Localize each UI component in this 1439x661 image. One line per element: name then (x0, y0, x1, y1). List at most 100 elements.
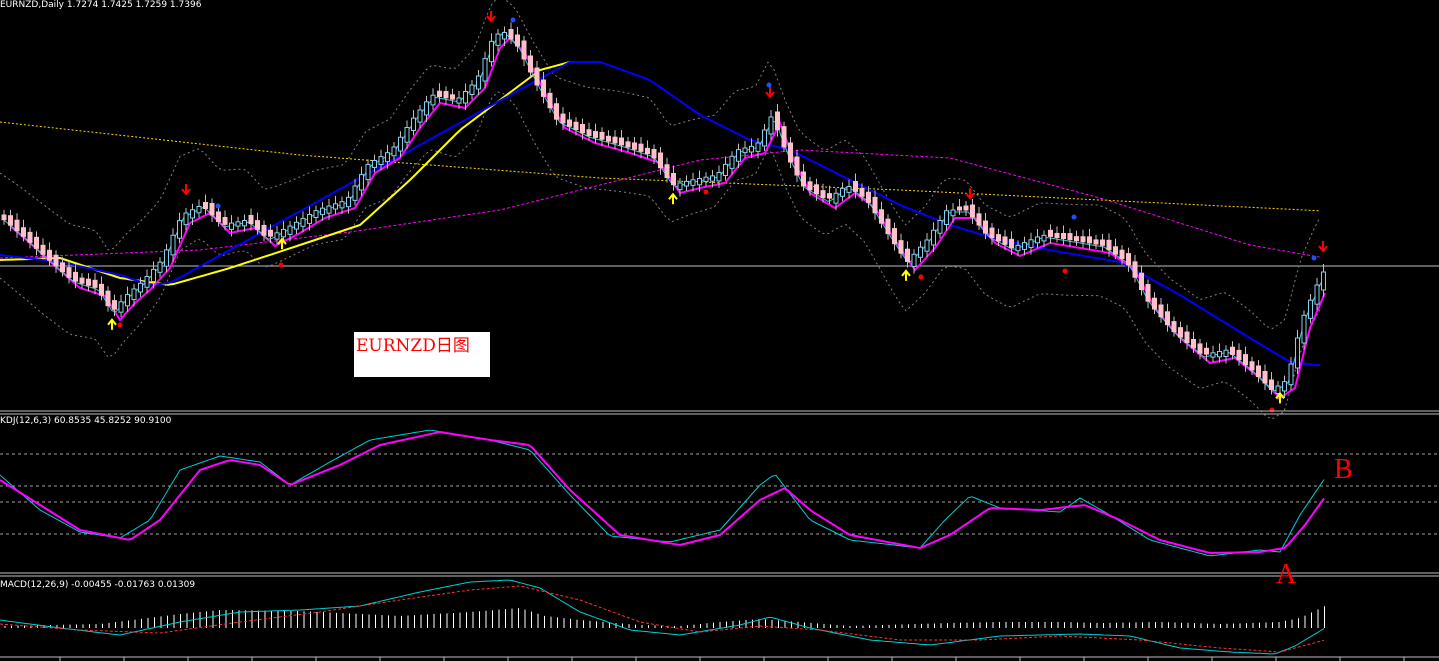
price-panel (0, 0, 1439, 420)
candle-body (625, 141, 631, 148)
candle-body (53, 254, 59, 267)
price-panel-title: EURNZD,Daily 1.7274 1.7425 1.7259 1.7396 (0, 0, 201, 11)
candle-body (359, 174, 364, 191)
candle-body (424, 101, 429, 116)
candle-body (131, 288, 137, 301)
candle-body (21, 227, 26, 237)
buy-arrow (1275, 391, 1285, 404)
candle-body (300, 217, 306, 227)
candle-body (840, 187, 845, 197)
candle-body (950, 209, 956, 217)
candle-body (1048, 229, 1053, 237)
candle-body (456, 97, 462, 104)
candle-body (495, 33, 501, 46)
buy-arrow (107, 318, 117, 330)
buy-arrow (277, 237, 287, 250)
candle-body (326, 205, 332, 214)
candle-body (411, 117, 416, 131)
candle-body (996, 234, 1001, 242)
sell-arrow (181, 184, 191, 196)
signal-dot-red (918, 274, 924, 280)
candle-body (911, 253, 917, 267)
candle-body (781, 126, 787, 148)
candle-body (1132, 261, 1138, 278)
candle-body (924, 239, 930, 252)
candle-body (222, 217, 228, 225)
candle-body (255, 220, 260, 230)
candle-body (482, 58, 488, 82)
candle-body (547, 92, 553, 109)
candle-body (248, 215, 254, 225)
candle-body (1061, 233, 1066, 240)
candle-body (723, 163, 728, 176)
candle-body (703, 176, 709, 182)
sell-arrow (965, 188, 975, 200)
ohlc-readout: 1.7274 1.7425 1.7259 1.7396 (66, 0, 202, 10)
candle-body (937, 220, 943, 234)
candle-body (1301, 314, 1307, 344)
candle-body (469, 84, 475, 95)
candle-body (807, 181, 813, 191)
candle-body (1217, 351, 1222, 358)
candle-body (437, 90, 442, 97)
candle-body (742, 147, 748, 154)
candle-body (1022, 242, 1027, 250)
candle-body (1054, 232, 1060, 239)
candle-body (157, 261, 163, 273)
candle-body (1119, 249, 1125, 260)
candle-body (398, 136, 403, 152)
candle-body (281, 228, 286, 238)
candle-body (1295, 337, 1300, 369)
candle-body (1067, 233, 1073, 241)
buy-arrow (901, 269, 911, 281)
candle-body (8, 215, 13, 226)
candle-body (261, 224, 267, 236)
candle-body (463, 91, 468, 104)
annotation-a: A (1276, 559, 1297, 590)
candle-body (47, 249, 52, 261)
candle-body (339, 201, 345, 209)
candle-body (183, 212, 189, 226)
candle-body (846, 186, 852, 193)
signal-dot-blue (1311, 255, 1317, 261)
candle-body (1152, 297, 1157, 310)
candle-body (970, 204, 975, 218)
candle-body (86, 278, 91, 286)
candle-body (528, 55, 533, 73)
candle-body (1165, 311, 1170, 326)
candle-body (190, 209, 195, 219)
upper-band (0, 0, 1321, 330)
buy-arrow (668, 192, 678, 205)
candle-body (586, 129, 592, 137)
candle-body (521, 40, 527, 60)
candle-body (430, 94, 436, 106)
candle-body (515, 34, 520, 47)
candle-body (313, 210, 319, 219)
candle-body (801, 171, 806, 187)
candle-body (1158, 304, 1164, 318)
candle-body (476, 75, 481, 90)
candle-body (1080, 236, 1086, 243)
candle-body (489, 40, 494, 63)
sell-arrow (765, 87, 775, 99)
candle-body (391, 146, 397, 157)
candle-body (944, 210, 949, 225)
candle-body (580, 124, 585, 134)
candle-body (1074, 236, 1079, 242)
candle-body (684, 180, 689, 187)
candle-body (112, 300, 117, 310)
candle-body (879, 209, 884, 224)
candle-body (1093, 239, 1099, 245)
candle-body (1236, 349, 1242, 361)
candle-body (118, 301, 124, 313)
candle-body (235, 221, 241, 227)
candle-body (534, 67, 540, 86)
signal-dot-blue (766, 82, 772, 88)
candle-body (1002, 236, 1008, 245)
candle-body (710, 175, 715, 182)
candle-body (749, 145, 754, 153)
candle-body (196, 206, 202, 214)
candle-body (164, 249, 169, 267)
signal-dot-red (1269, 407, 1275, 413)
